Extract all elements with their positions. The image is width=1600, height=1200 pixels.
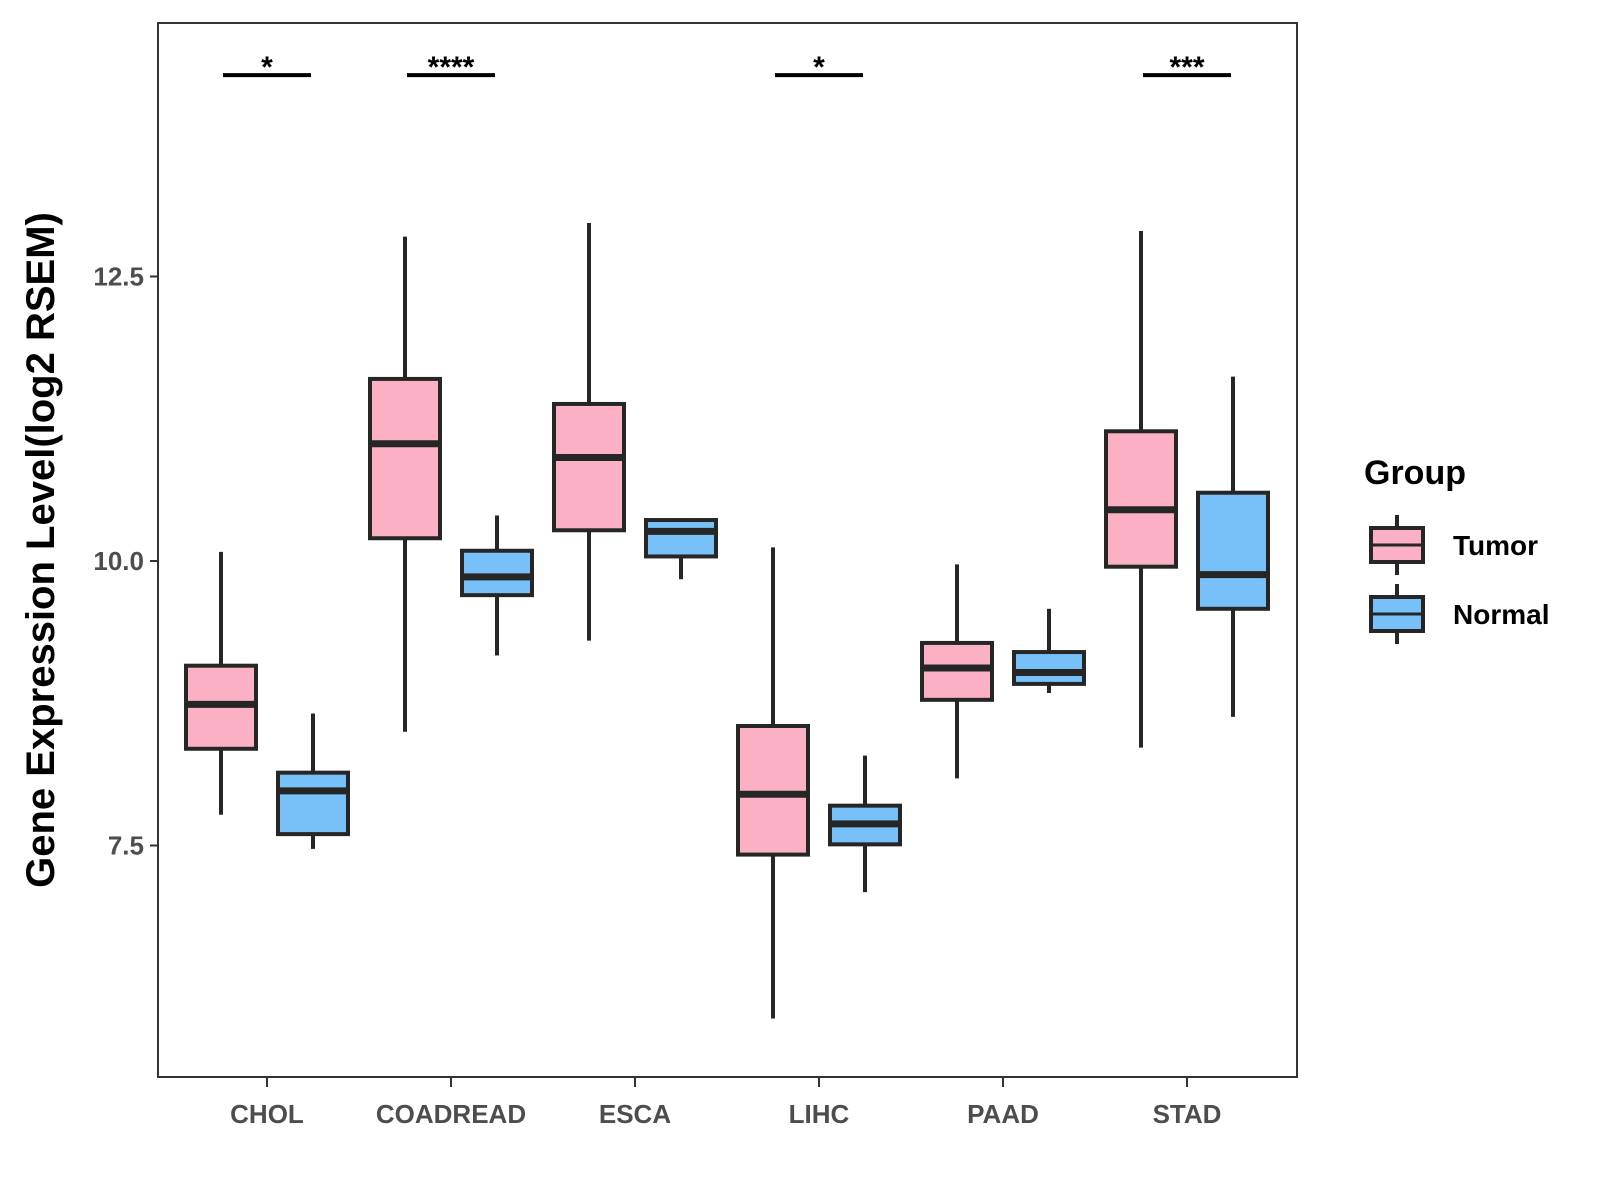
y-tick-label: 12.5	[93, 262, 144, 292]
box-tumor-stad	[1104, 230, 1178, 748]
significance-label-chol: *	[261, 51, 273, 84]
iqr-box-normal-esca	[644, 518, 718, 559]
legend-item-tumor: Tumor	[1369, 515, 1538, 575]
box-normal-chol	[276, 713, 350, 849]
x-tick-label: COADREAD	[376, 1099, 526, 1129]
iqr-box-tumor-lihc	[736, 724, 810, 857]
x-tick-label: LIHC	[789, 1099, 850, 1129]
legend-title: Group	[1364, 454, 1466, 492]
box-tumor-esca	[552, 223, 626, 641]
iqr-box-normal-stad	[1196, 490, 1270, 611]
x-tick-label: CHOL	[230, 1099, 304, 1129]
x-tick-label: PAAD	[967, 1099, 1039, 1129]
significance-label-lihc: *	[813, 51, 825, 84]
box-normal-paad	[1012, 608, 1086, 694]
box-tumor-chol	[184, 551, 258, 815]
y-axis-title: Gene Expression Level(log2 RSEM)	[19, 212, 63, 888]
significance-layer: * **** * ***	[223, 51, 1231, 84]
iqr-box-normal-coadread	[460, 548, 534, 598]
legend-item-normal: Normal	[1369, 584, 1549, 644]
y-tick-label: 10.0	[93, 546, 144, 576]
iqr-box-normal-paad	[1012, 650, 1086, 686]
iqr-box-tumor-esca	[552, 401, 626, 533]
significance-label-stad: ***	[1169, 51, 1204, 84]
box-normal-esca	[644, 518, 718, 580]
x-tick-label: ESCA	[599, 1099, 671, 1129]
box-normal-stad	[1196, 376, 1270, 717]
legend-label-tumor: Tumor	[1453, 530, 1538, 561]
legend: Group Tumor Normal	[1364, 454, 1549, 644]
y-tick-label: 7.5	[108, 831, 144, 861]
boxes-layer	[184, 223, 1270, 1019]
box-tumor-lihc	[736, 547, 810, 1019]
box-normal-lihc	[828, 755, 902, 893]
significance-label-coadread: ****	[428, 51, 475, 84]
legend-label-normal: Normal	[1453, 599, 1549, 630]
x-tick-label: STAD	[1153, 1099, 1222, 1129]
box-tumor-coadread	[368, 236, 442, 732]
box-tumor-paad	[920, 564, 994, 779]
iqr-box-normal-chol	[276, 770, 350, 837]
iqr-box-tumor-stad	[1104, 429, 1178, 569]
iqr-box-tumor-coadread	[368, 376, 442, 541]
box-normal-coadread	[460, 515, 534, 656]
axis-layer: 7.5 10.0 12.5 CHOL COADREAD ESCA LIHC PAAD STAD	[93, 262, 1221, 1130]
